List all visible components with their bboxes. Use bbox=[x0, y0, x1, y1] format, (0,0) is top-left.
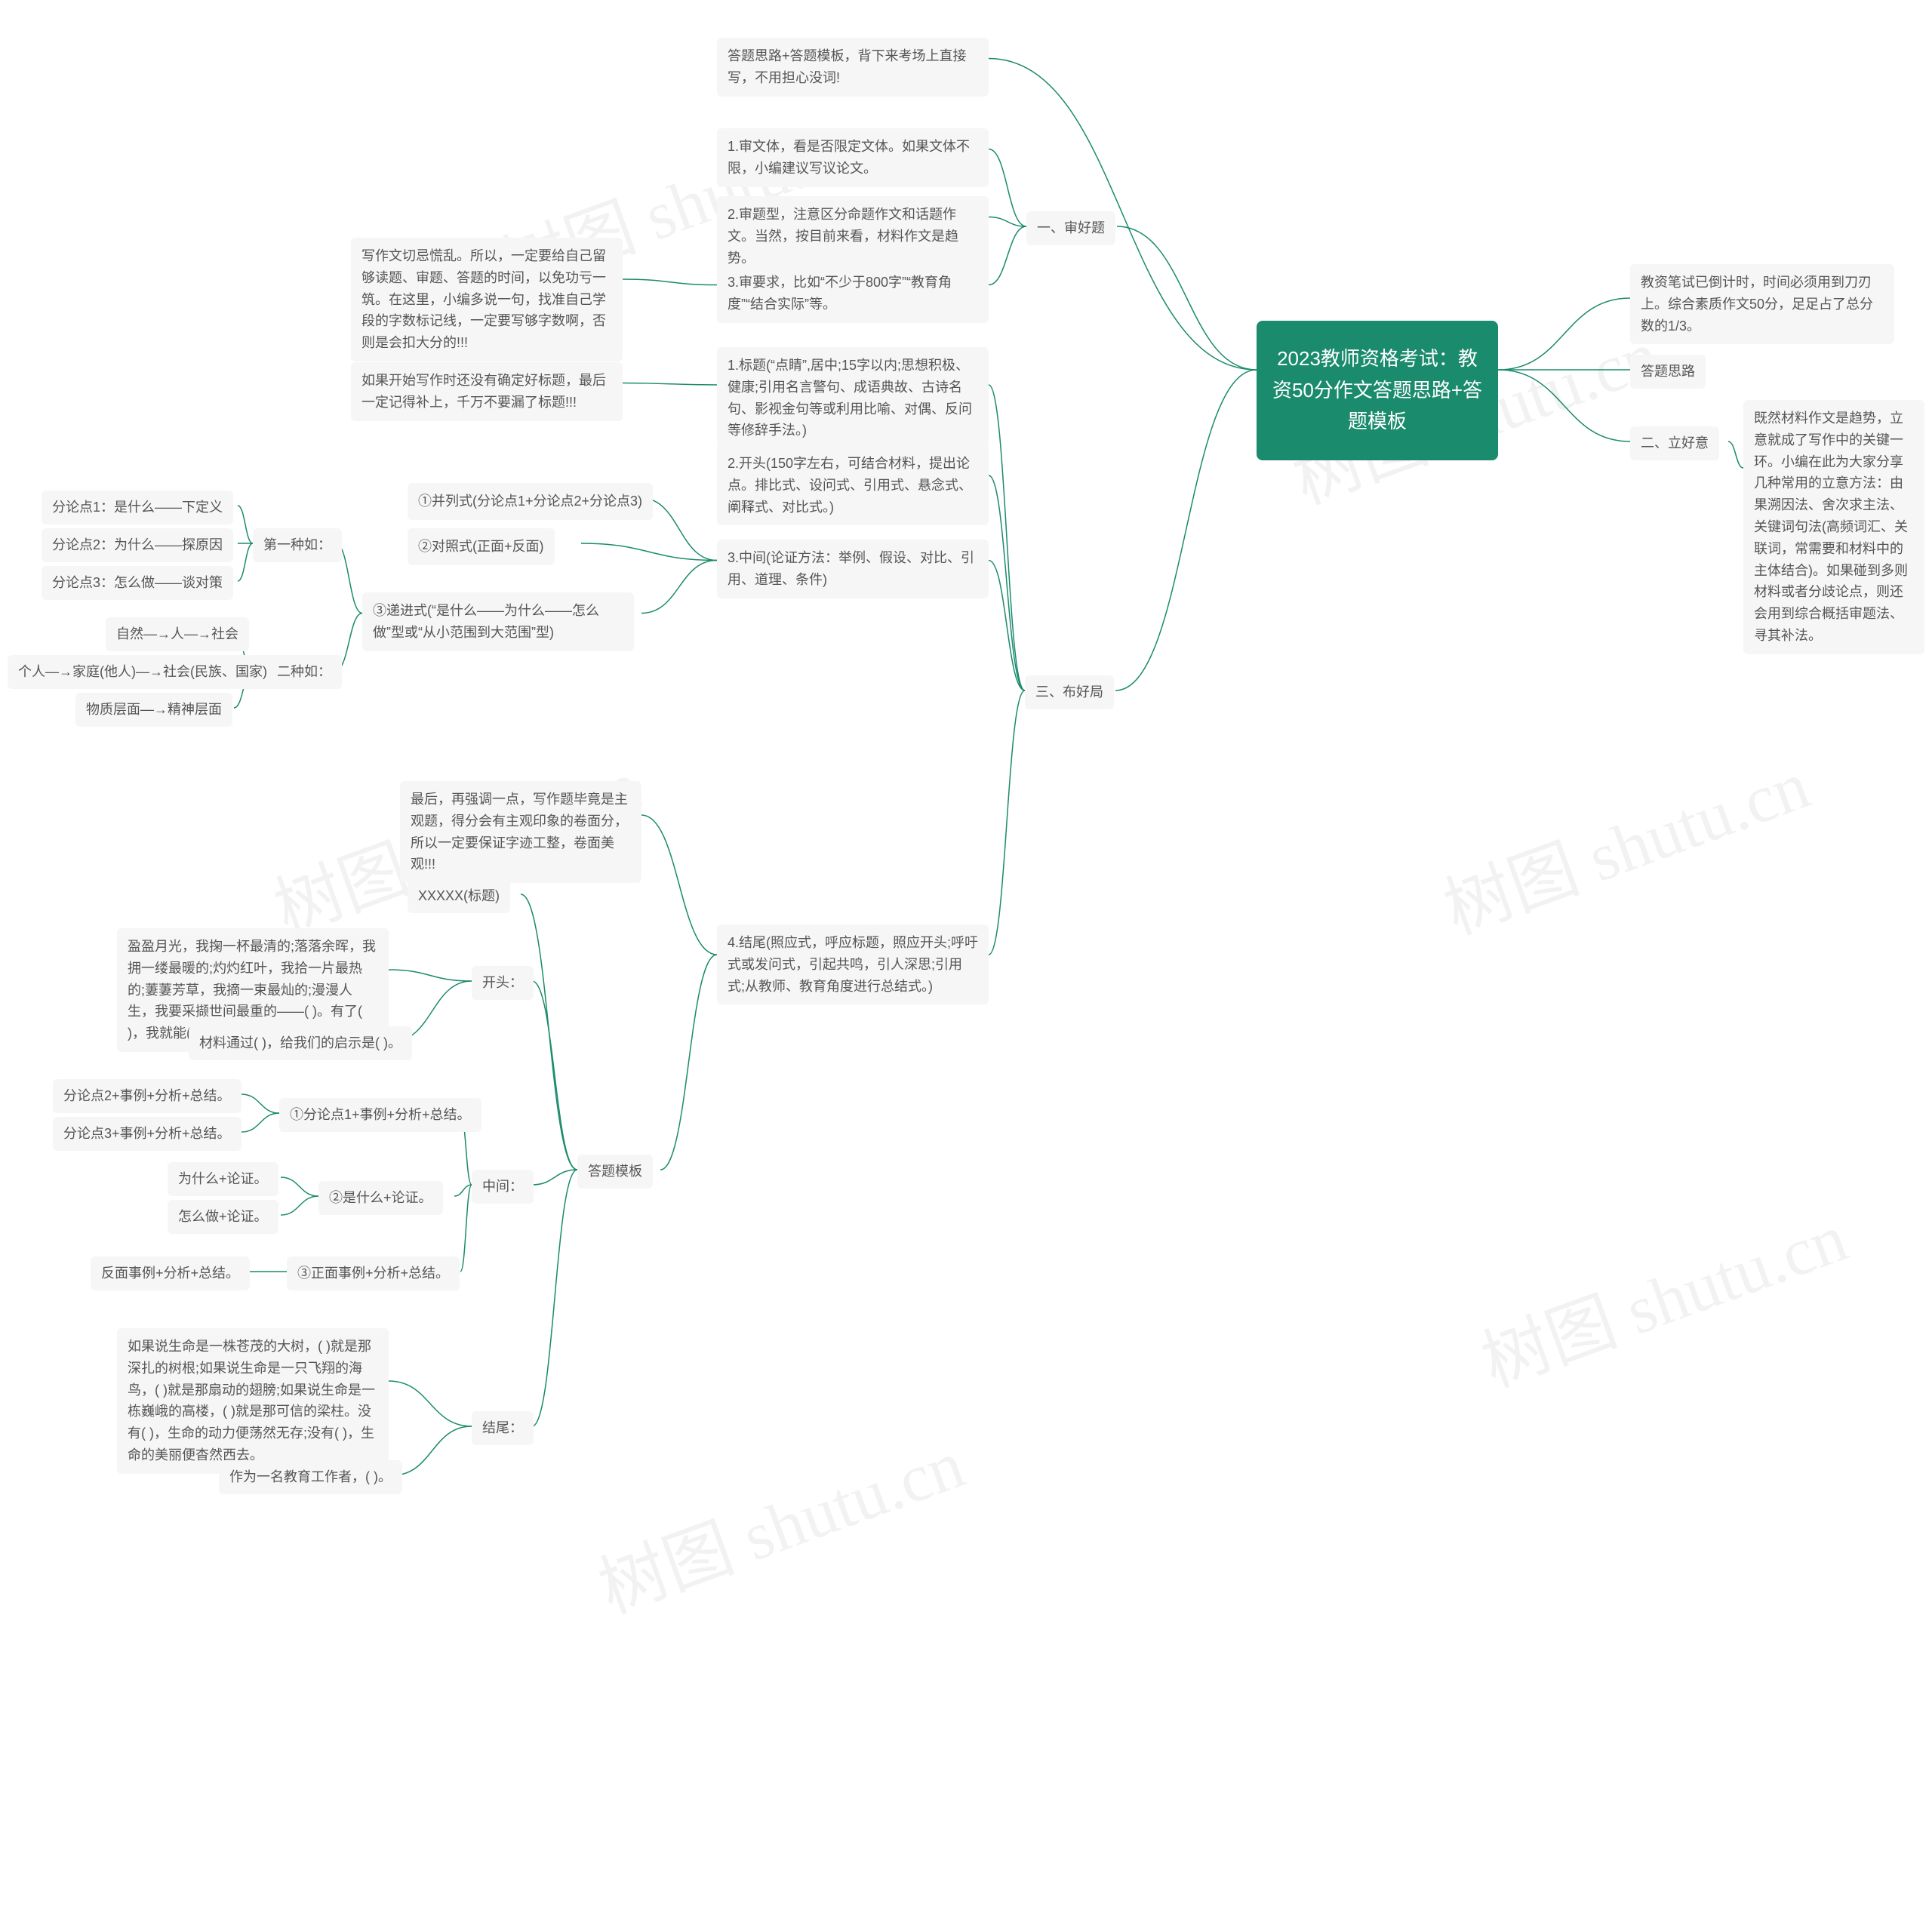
ending-label: 结尾： bbox=[472, 1411, 534, 1445]
ending-b: 作为一名教育工作者，( )。 bbox=[219, 1460, 402, 1494]
s1-note: 写作文切忌慌乱。所以，一定要给自己留够读题、审题、答题的时间，以免功亏一筑。在这… bbox=[351, 238, 623, 361]
s3-p1-note: 如果开始写作时还没有确定好标题，最后一定记得补上，千万不要漏了标题!!! bbox=[351, 362, 623, 421]
opening-b: 材料通过( )，给我们的启示是( )。 bbox=[189, 1026, 412, 1060]
root-node: 2023教师资格考试：教资50分作文答题思路+答题模板 bbox=[1257, 321, 1498, 460]
watermark: 树图 shutu.cn bbox=[1466, 1183, 1858, 1406]
middle-m1-a: 分论点2+事例+分析+总结。 bbox=[53, 1079, 242, 1113]
m3-type1-c: 分论点3：怎么做——谈对策 bbox=[42, 566, 233, 600]
watermark: 树图 shutu.cn bbox=[583, 1410, 975, 1632]
section1-label: 一、审好题 bbox=[1026, 211, 1115, 245]
middle-label: 中间： bbox=[472, 1170, 534, 1204]
middle-m1: ①分论点1+事例+分析+总结。 bbox=[279, 1098, 481, 1132]
middle-m1-b: 分论点3+事例+分析+总结。 bbox=[53, 1117, 242, 1151]
m3-type1-b: 分论点2：为什么——探原因 bbox=[42, 528, 233, 562]
template-title: XXXXX(标题) bbox=[408, 879, 510, 913]
opening-label: 开头： bbox=[472, 966, 534, 1000]
middle-m3-a: 反面事例+分析+总结。 bbox=[91, 1256, 250, 1290]
middle-m2-a: 为什么+论证。 bbox=[168, 1162, 278, 1196]
right-section2-label: 二、立好意 bbox=[1630, 426, 1719, 460]
tip-node: 答题思路+答题模板，背下来考场上直接写，不用担心没词! bbox=[717, 38, 989, 97]
m3-type1-label: 第一种如： bbox=[253, 528, 342, 562]
m3-type1-a: 分论点1：是什么——下定义 bbox=[42, 491, 233, 524]
watermark: 树图 shutu.cn bbox=[1429, 731, 1820, 953]
section3-label: 三、布好局 bbox=[1025, 675, 1114, 709]
template-label: 答题模板 bbox=[577, 1155, 653, 1189]
middle-m3: ③正面事例+分析+总结。 bbox=[287, 1256, 460, 1290]
m3-type2-b: 个人—→家庭(他人)—→社会(民族、国家) bbox=[8, 655, 278, 689]
s3-p3: 3.中间(论证方法：举例、假设、对比、引用、道理、条件) bbox=[717, 540, 989, 598]
s1-item3: 3.审要求，比如“不少于800字”“教育角度”“结合实际”等。 bbox=[717, 264, 989, 323]
s3-p4: 4.结尾(照应式，呼应标题，照应开头;呼吁式或发问式，引起共鸣，引人深思;引用式… bbox=[717, 924, 989, 1004]
s3-m2: ②对照式(正面+反面) bbox=[408, 528, 555, 565]
s3-m3: ③递进式(“是什么——为什么——怎么做”型或“从小范围到大范围”型) bbox=[362, 592, 634, 651]
s3-p1: 1.标题(“点睛”,居中;15字以内;思想积极、健康;引用名言警句、成语典故、古… bbox=[717, 347, 989, 449]
right-intro: 教资笔试已倒计时，时间必须用到刀刃上。综合素质作文50分，足足占了总分数的1/3… bbox=[1630, 264, 1894, 344]
m3-type2-a: 自然—→人—→社会 bbox=[106, 617, 249, 651]
right-section2-text: 既然材料作文是趋势，立意就成了写作中的关键一环。小编在此为大家分享几种常用的立意… bbox=[1743, 400, 1924, 654]
s3-p2: 2.开头(150字左右，可结合材料，提出论点。排比式、设问式、引用式、悬念式、阐… bbox=[717, 445, 989, 525]
middle-m2-b: 怎么做+论证。 bbox=[168, 1200, 278, 1234]
right-answer-thought: 答题思路 bbox=[1630, 355, 1706, 389]
s1-item1: 1.审文体，看是否限定文体。如果文体不限，小编建议写议论文。 bbox=[717, 128, 989, 187]
m3-type2-c: 物质层面—→精神层面 bbox=[75, 693, 232, 727]
s3-p4-note: 最后，再强调一点，写作题毕竟是主观题，得分会有主观印象的卷面分，所以一定要保证字… bbox=[400, 781, 641, 883]
middle-m2: ②是什么+论证。 bbox=[318, 1181, 443, 1215]
s3-m1: ①并列式(分论点1+分论点2+分论点3) bbox=[408, 483, 653, 520]
ending-a: 如果说生命是一株苍茂的大树，( )就是那深扎的树根;如果说生命是一只飞翔的海鸟，… bbox=[117, 1328, 389, 1474]
